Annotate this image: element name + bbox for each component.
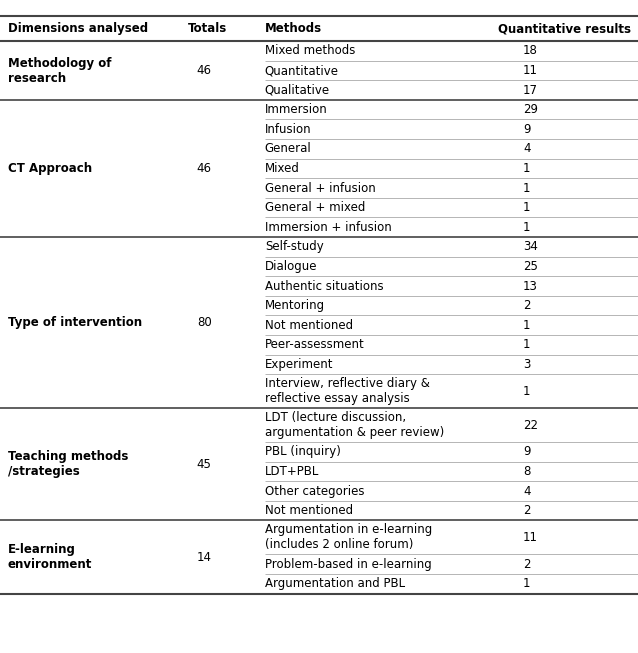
Text: 4: 4 xyxy=(523,485,531,498)
Text: Qualitative: Qualitative xyxy=(265,84,330,97)
Text: 11: 11 xyxy=(523,531,538,544)
Text: 1: 1 xyxy=(523,577,531,590)
Text: Interview, reflective diary &
reflective essay analysis: Interview, reflective diary & reflective… xyxy=(265,377,429,405)
Text: Self-study: Self-study xyxy=(265,240,323,253)
Text: 2: 2 xyxy=(523,299,531,312)
Text: Teaching methods
/strategies: Teaching methods /strategies xyxy=(8,451,128,478)
Text: 18: 18 xyxy=(523,44,538,57)
Text: 4: 4 xyxy=(523,142,531,155)
Text: 80: 80 xyxy=(197,316,212,329)
Text: Experiment: Experiment xyxy=(265,358,333,371)
Text: LDT+PBL: LDT+PBL xyxy=(265,465,319,478)
Text: Dimensions analysed: Dimensions analysed xyxy=(8,22,148,35)
Text: General: General xyxy=(265,142,311,155)
Text: 1: 1 xyxy=(523,338,531,351)
Text: 45: 45 xyxy=(197,458,212,471)
Text: Immersion + infusion: Immersion + infusion xyxy=(265,221,392,234)
Text: Not mentioned: Not mentioned xyxy=(265,504,353,517)
Text: 46: 46 xyxy=(197,162,212,175)
Text: 1: 1 xyxy=(523,201,531,214)
Text: Quantitative results: Quantitative results xyxy=(498,22,630,35)
Text: Argumentation and PBL: Argumentation and PBL xyxy=(265,577,405,590)
Text: Authentic situations: Authentic situations xyxy=(265,279,383,293)
Text: Peer-assessment: Peer-assessment xyxy=(265,338,364,351)
Text: Problem-based in e-learning: Problem-based in e-learning xyxy=(265,558,431,571)
Text: 11: 11 xyxy=(523,64,538,77)
Text: 8: 8 xyxy=(523,465,531,478)
Text: Other categories: Other categories xyxy=(265,485,364,498)
Text: 25: 25 xyxy=(523,260,538,273)
Text: 13: 13 xyxy=(523,279,538,293)
Text: Quantitative: Quantitative xyxy=(265,64,339,77)
Text: LDT (lecture discussion,
argumentation & peer review): LDT (lecture discussion, argumentation &… xyxy=(265,411,444,439)
Text: Methods: Methods xyxy=(265,22,322,35)
Text: 9: 9 xyxy=(523,123,531,136)
Text: General + mixed: General + mixed xyxy=(265,201,365,214)
Text: Immersion: Immersion xyxy=(265,103,327,116)
Text: Not mentioned: Not mentioned xyxy=(265,319,353,332)
Text: 1: 1 xyxy=(523,182,531,195)
Text: 1: 1 xyxy=(523,221,531,234)
Text: Methodology of
research: Methodology of research xyxy=(8,57,111,84)
Text: Mentoring: Mentoring xyxy=(265,299,325,312)
Text: Mixed methods: Mixed methods xyxy=(265,44,355,57)
Text: CT Approach: CT Approach xyxy=(8,162,92,175)
Text: 46: 46 xyxy=(197,64,212,77)
Text: 22: 22 xyxy=(523,419,538,432)
Text: 2: 2 xyxy=(523,558,531,571)
Text: PBL (inquiry): PBL (inquiry) xyxy=(265,445,341,458)
Text: 14: 14 xyxy=(197,550,212,564)
Text: 2: 2 xyxy=(523,504,531,517)
Text: E-learning
environment: E-learning environment xyxy=(8,543,92,571)
Text: 34: 34 xyxy=(523,240,538,253)
Text: Argumentation in e-learning
(includes 2 online forum): Argumentation in e-learning (includes 2 … xyxy=(265,524,432,551)
Text: Infusion: Infusion xyxy=(265,123,311,136)
Text: 17: 17 xyxy=(523,84,538,97)
Text: 1: 1 xyxy=(523,385,531,398)
Text: General + infusion: General + infusion xyxy=(265,182,376,195)
Text: 1: 1 xyxy=(523,162,531,175)
Text: Type of intervention: Type of intervention xyxy=(8,316,142,329)
Text: 29: 29 xyxy=(523,103,538,116)
Text: 9: 9 xyxy=(523,445,531,458)
Text: 3: 3 xyxy=(523,358,531,371)
Text: 1: 1 xyxy=(523,319,531,332)
Text: Dialogue: Dialogue xyxy=(265,260,317,273)
Text: Mixed: Mixed xyxy=(265,162,300,175)
Text: Totals: Totals xyxy=(188,22,228,35)
